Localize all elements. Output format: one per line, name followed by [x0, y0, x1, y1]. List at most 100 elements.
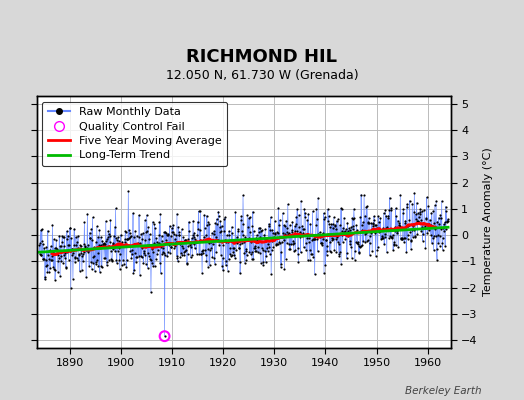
Point	[179, 234, 188, 241]
Point	[344, 233, 353, 239]
Point	[263, 253, 271, 259]
Point	[129, 210, 137, 216]
Point	[411, 211, 420, 217]
Point	[226, 245, 234, 251]
Point	[253, 239, 261, 246]
Point	[48, 222, 57, 228]
Point	[175, 232, 183, 238]
Point	[112, 235, 120, 242]
Point	[107, 258, 116, 264]
Point	[179, 245, 187, 251]
Point	[191, 245, 199, 252]
Point	[107, 248, 115, 254]
Point	[358, 242, 367, 248]
Point	[239, 220, 248, 227]
Point	[180, 237, 189, 243]
Point	[329, 221, 337, 227]
Point	[366, 232, 375, 239]
Point	[130, 250, 139, 256]
Point	[81, 242, 90, 249]
Point	[135, 212, 143, 218]
Point	[296, 229, 304, 236]
Point	[406, 197, 414, 204]
Point	[403, 235, 412, 242]
Point	[92, 259, 101, 265]
Point	[360, 192, 368, 199]
Point	[407, 238, 415, 244]
Point	[395, 222, 403, 228]
Point	[69, 250, 78, 256]
Point	[224, 239, 232, 245]
Point	[339, 238, 347, 245]
Point	[254, 249, 262, 255]
Point	[301, 240, 310, 246]
Point	[318, 240, 326, 246]
Point	[155, 232, 163, 238]
Point	[190, 234, 198, 240]
Point	[385, 235, 393, 242]
Point	[422, 215, 430, 221]
Point	[148, 246, 156, 252]
Point	[100, 242, 108, 248]
Point	[283, 240, 291, 246]
Point	[375, 228, 384, 234]
Point	[71, 254, 80, 260]
Point	[73, 245, 82, 252]
Point	[192, 238, 200, 244]
Point	[319, 230, 327, 236]
Point	[57, 253, 65, 260]
Point	[384, 212, 392, 219]
Point	[235, 244, 243, 251]
Point	[425, 221, 433, 228]
Point	[116, 232, 125, 238]
Point	[441, 219, 449, 226]
Point	[204, 219, 213, 226]
Point	[180, 248, 188, 255]
Point	[152, 235, 161, 242]
Point	[259, 261, 267, 268]
Point	[221, 258, 230, 264]
Point	[374, 244, 382, 250]
Point	[427, 210, 435, 216]
Point	[433, 218, 442, 225]
Point	[200, 234, 208, 240]
Point	[158, 238, 166, 244]
Point	[203, 212, 211, 219]
Point	[439, 246, 447, 253]
Point	[444, 218, 452, 224]
Point	[328, 235, 336, 241]
Point	[104, 256, 113, 263]
Point	[198, 270, 206, 276]
Point	[278, 234, 287, 240]
Point	[108, 256, 116, 263]
Point	[231, 245, 239, 252]
Point	[61, 250, 70, 256]
Point	[266, 251, 274, 258]
Point	[97, 234, 105, 240]
Point	[165, 239, 173, 246]
Point	[320, 210, 328, 216]
Point	[161, 228, 170, 235]
Point	[380, 231, 389, 237]
Point	[43, 262, 51, 268]
Point	[147, 289, 155, 295]
Point	[233, 234, 241, 240]
Point	[170, 231, 178, 237]
Point	[340, 231, 348, 237]
Point	[281, 231, 289, 237]
Point	[376, 215, 385, 221]
Point	[254, 244, 263, 250]
Point	[173, 255, 181, 262]
Point	[390, 228, 399, 234]
Point	[171, 236, 179, 242]
Point	[378, 234, 386, 241]
Point	[345, 230, 353, 236]
Point	[303, 217, 312, 223]
Point	[329, 225, 337, 231]
Point	[187, 240, 195, 246]
Point	[350, 215, 358, 222]
Point	[296, 234, 304, 240]
Point	[94, 234, 102, 240]
Point	[105, 231, 113, 237]
Point	[320, 270, 328, 276]
